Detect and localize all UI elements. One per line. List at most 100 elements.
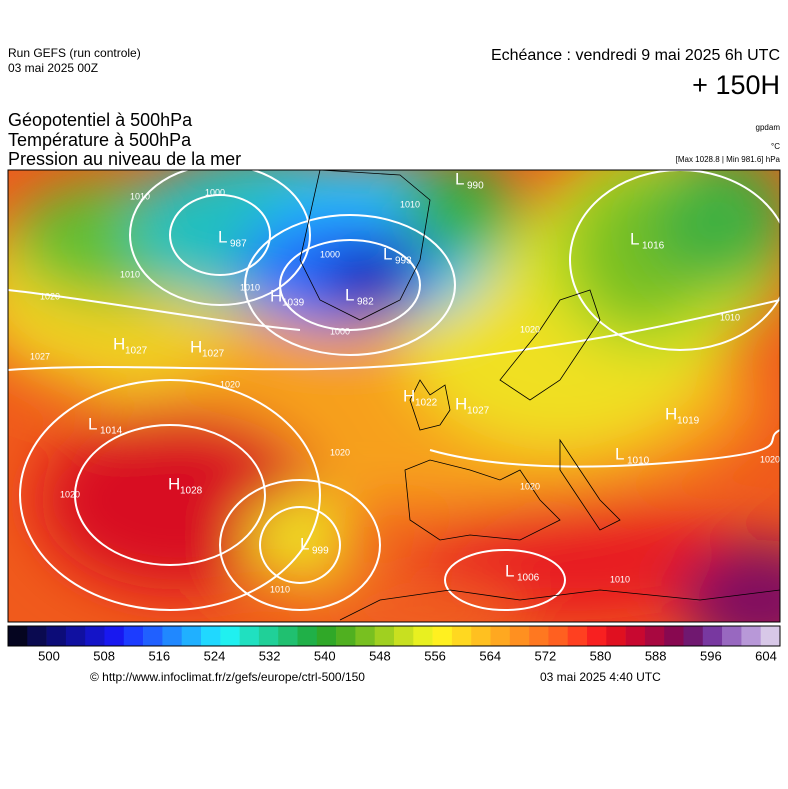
colorbar-swatch — [625, 626, 646, 646]
isobar-label: 1020 — [40, 291, 60, 301]
colorbar-swatch — [509, 626, 530, 646]
center-type: L — [615, 444, 624, 463]
colorbar-swatch — [258, 626, 279, 646]
colorbar-swatch — [394, 626, 414, 646]
center-type: L — [383, 244, 392, 263]
colorbar-swatch — [46, 626, 67, 646]
colorbar-swatch — [65, 626, 86, 646]
lead-time: + 150H — [692, 70, 780, 100]
center-pressure: 1006 — [517, 573, 540, 584]
layer-title: Géopotentiel à 500hPa — [8, 110, 193, 130]
colorbar-label: 596 — [700, 648, 722, 663]
colorbar-swatch — [27, 626, 47, 646]
center-pressure: 987 — [230, 239, 247, 250]
colorbar-label: 540 — [314, 648, 336, 663]
colorbar-swatch — [316, 626, 337, 646]
center-type: H — [665, 404, 677, 423]
colorbar-label: 524 — [204, 648, 226, 663]
center-pressure: 1039 — [282, 298, 305, 309]
center-pressure: 1019 — [677, 416, 700, 427]
colorbar-label: 604 — [755, 648, 777, 663]
center-type: H — [168, 474, 180, 493]
colorbar-frame — [7, 625, 781, 647]
isobar-label: 1010 — [400, 199, 420, 209]
colorbar-swatch — [239, 626, 260, 646]
colorbar-swatch — [278, 626, 298, 646]
colorbar-swatch — [471, 626, 491, 646]
colorbar-swatch — [664, 626, 684, 646]
colorbar-label: 556 — [424, 648, 446, 663]
unit-label: gpdam — [756, 123, 781, 132]
map-frame — [7, 169, 781, 623]
colorbar-swatch — [220, 626, 240, 646]
colorbar-swatch — [104, 626, 125, 646]
colorbar-swatch — [490, 626, 511, 646]
unit-label: [Max 1028.8 | Min 981.6] hPa — [676, 155, 781, 164]
colorbar-swatch — [606, 626, 626, 646]
colorbar-label: 516 — [148, 648, 170, 663]
colorbar-swatch — [451, 626, 472, 646]
center-pressure: 990 — [467, 181, 484, 192]
isobar-label: 1010 — [610, 574, 630, 584]
center-type: L — [505, 561, 514, 580]
colorbar-swatch — [162, 626, 182, 646]
colorbar-swatch — [587, 626, 607, 646]
center-pressure: 1022 — [415, 398, 438, 409]
isobar-label: 1010 — [120, 269, 140, 279]
colorbar-label: 548 — [369, 648, 391, 663]
isobar-label: 1020 — [220, 379, 240, 389]
colorbar-swatch — [201, 626, 221, 646]
center-pressure: 1016 — [642, 241, 665, 252]
center-type: L — [630, 229, 639, 248]
colorbar-swatch — [702, 626, 723, 646]
center-type: H — [190, 337, 202, 356]
run-date: 03 mai 2025 00Z — [8, 61, 98, 75]
colorbar-swatch — [123, 626, 144, 646]
colorbar-label: 508 — [93, 648, 115, 663]
colorbar-swatch — [336, 626, 356, 646]
colorbar-label: 580 — [590, 648, 612, 663]
credit-url: © http://www.infoclimat.fr/z/gefs/europe… — [90, 670, 365, 684]
center-type: H — [403, 386, 415, 405]
colorbar-swatch — [413, 626, 433, 646]
center-pressure: 1028 — [180, 486, 203, 497]
colorbar-swatch — [374, 626, 395, 646]
center-pressure: 993 — [395, 256, 412, 267]
center-pressure: 1027 — [125, 346, 148, 357]
isobar-label: 1027 — [30, 351, 50, 361]
colorbar-swatch — [355, 626, 375, 646]
colorbar-label: 588 — [645, 648, 667, 663]
isobar-label: 1010 — [270, 584, 290, 594]
center-pressure: 1027 — [467, 406, 490, 417]
isobar-label: 1020 — [520, 481, 540, 491]
center-type: H — [270, 286, 282, 305]
colorbar-swatch — [529, 626, 549, 646]
center-type: L — [88, 414, 97, 433]
center-type: L — [218, 227, 227, 246]
run-label: Run GEFS (run controle) — [8, 46, 141, 60]
isobar-label: 1010 — [130, 191, 150, 201]
isobar-label: 1000 — [205, 187, 225, 197]
center-type: L — [345, 285, 354, 304]
colorbar-label: 500 — [38, 648, 60, 663]
colorbar-swatch — [143, 626, 163, 646]
isobar-label: 1010 — [240, 282, 260, 292]
center-pressure: 1027 — [202, 349, 225, 360]
isobar-label: 1020 — [330, 447, 350, 457]
colorbar-swatch — [644, 626, 665, 646]
center-pressure: 999 — [312, 546, 329, 557]
isobar-label: 1020 — [60, 489, 80, 499]
center-type: H — [113, 334, 125, 353]
coastlines — [299, 170, 780, 621]
center-pressure: 982 — [357, 297, 374, 308]
isobars — [8, 170, 780, 611]
center-pressure: 1014 — [100, 426, 123, 437]
forecast-time: Echéance : vendredi 9 mai 2025 6h UTC — [491, 47, 780, 64]
isobar-label: 1020 — [760, 454, 780, 464]
colorbar-swatch — [85, 626, 105, 646]
colorbar-swatch — [760, 626, 781, 646]
isobar-label: 1000 — [330, 326, 350, 336]
